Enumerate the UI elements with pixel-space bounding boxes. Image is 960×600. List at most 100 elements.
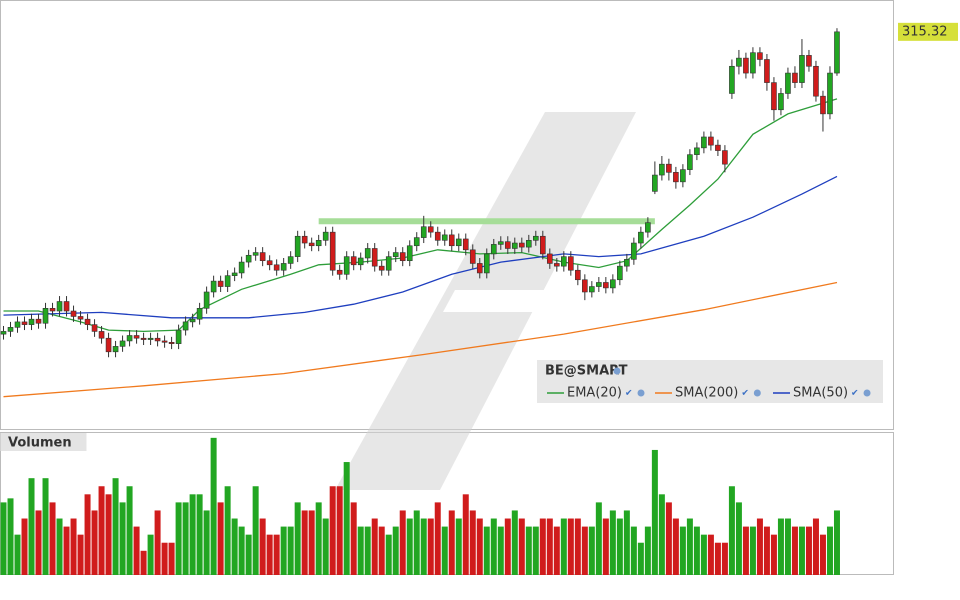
- candle-body: [280, 263, 287, 271]
- volume-bar: [427, 518, 434, 575]
- candle-body: [154, 337, 161, 342]
- candle-body: [63, 301, 70, 312]
- legend-box: [537, 360, 883, 403]
- volume-bar: [364, 526, 371, 575]
- candle-body: [722, 150, 728, 165]
- volume-bar: [728, 486, 735, 575]
- legend-label: EMA(20): [567, 386, 622, 401]
- volume-bar: [483, 526, 490, 575]
- candle-body: [820, 95, 826, 115]
- candle-body: [806, 55, 812, 67]
- volume-bar: [357, 526, 364, 575]
- candle-body: [476, 263, 483, 274]
- volume-bar: [784, 518, 791, 575]
- volume-bar: [441, 526, 448, 575]
- volume-bar: [749, 526, 756, 575]
- candle-body: [441, 234, 448, 241]
- volume-bar: [385, 534, 392, 575]
- candle-body: [315, 240, 322, 247]
- candle-body: [203, 291, 210, 309]
- candle-body: [448, 234, 455, 247]
- candle-body: [736, 57, 742, 67]
- candle-body: [617, 265, 623, 281]
- candle-body: [729, 65, 735, 94]
- volume-bar: [805, 526, 812, 575]
- volume-bar: [658, 494, 665, 575]
- volume-bar: [42, 478, 49, 575]
- volume-bar: [98, 486, 105, 575]
- candle-body: [168, 341, 175, 344]
- candle-body: [518, 242, 525, 248]
- volume-bar: [679, 526, 686, 575]
- candle-body: [42, 308, 49, 324]
- volume-bar: [637, 542, 644, 575]
- candle-body: [105, 337, 112, 353]
- candle-body: [764, 59, 770, 83]
- volume-bar: [91, 510, 98, 575]
- candle-body: [757, 52, 763, 60]
- candle-body: [84, 318, 91, 325]
- candle-body: [224, 275, 231, 287]
- candle-body: [455, 238, 462, 247]
- volume-bar: [154, 510, 161, 575]
- candle-body: [652, 174, 658, 192]
- legend-check: ✔: [741, 389, 749, 399]
- volume-bar: [133, 526, 140, 575]
- legend-label: SMA(200): [675, 386, 738, 401]
- volume-bar: [28, 478, 35, 575]
- volume-bar: [14, 534, 21, 575]
- candle-body: [273, 264, 280, 271]
- candle-body: [357, 257, 364, 266]
- volume-bar: [301, 510, 308, 575]
- candle-body: [301, 235, 308, 244]
- volume-bar: [21, 518, 28, 575]
- volume-bar: [616, 518, 623, 575]
- legend-icon: [863, 389, 871, 397]
- candle-body: [140, 337, 147, 340]
- candle-body: [413, 237, 420, 247]
- candle-body: [399, 252, 406, 262]
- candle-body: [666, 163, 672, 173]
- volume-bar: [329, 486, 336, 575]
- candle-body: [161, 340, 168, 343]
- volume-bar: [756, 518, 763, 575]
- candle-body: [70, 310, 77, 317]
- candle-body: [624, 259, 630, 267]
- candle-body: [126, 335, 133, 342]
- volume-bar: [700, 534, 707, 575]
- volume-bar: [224, 486, 231, 575]
- candle-body: [771, 82, 777, 111]
- candle-body: [547, 253, 553, 264]
- volume-bar: [175, 502, 182, 575]
- volume-bar: [735, 502, 742, 575]
- volume-bar: [238, 526, 245, 575]
- volume-bar: [511, 510, 518, 575]
- candle-body: [385, 256, 392, 271]
- volume-bar: [714, 542, 721, 575]
- candle-body: [189, 318, 196, 323]
- candle-body: [49, 308, 56, 312]
- volume-bar: [833, 510, 840, 575]
- volume-bar: [539, 518, 546, 575]
- volume-bar: [686, 518, 693, 575]
- candle-body: [469, 249, 476, 264]
- volume-bar: [826, 526, 833, 575]
- volume-bar: [322, 518, 329, 575]
- volume-bar: [203, 510, 210, 575]
- volume-bar: [84, 494, 91, 575]
- candle-body: [406, 245, 413, 262]
- candle-body: [603, 282, 609, 289]
- volume-bar: [469, 510, 476, 575]
- candle-body: [287, 256, 294, 264]
- candle-body: [343, 256, 350, 275]
- candle-body: [462, 238, 469, 251]
- legend-icon: [753, 389, 761, 397]
- candle-body: [589, 286, 595, 293]
- candle-body: [322, 231, 329, 241]
- candle-body: [511, 242, 518, 249]
- legend-check: ✔: [851, 389, 859, 399]
- candle-body: [659, 163, 665, 176]
- volume-bar: [567, 518, 574, 575]
- candle-body: [532, 235, 539, 241]
- candle-body: [0, 331, 7, 335]
